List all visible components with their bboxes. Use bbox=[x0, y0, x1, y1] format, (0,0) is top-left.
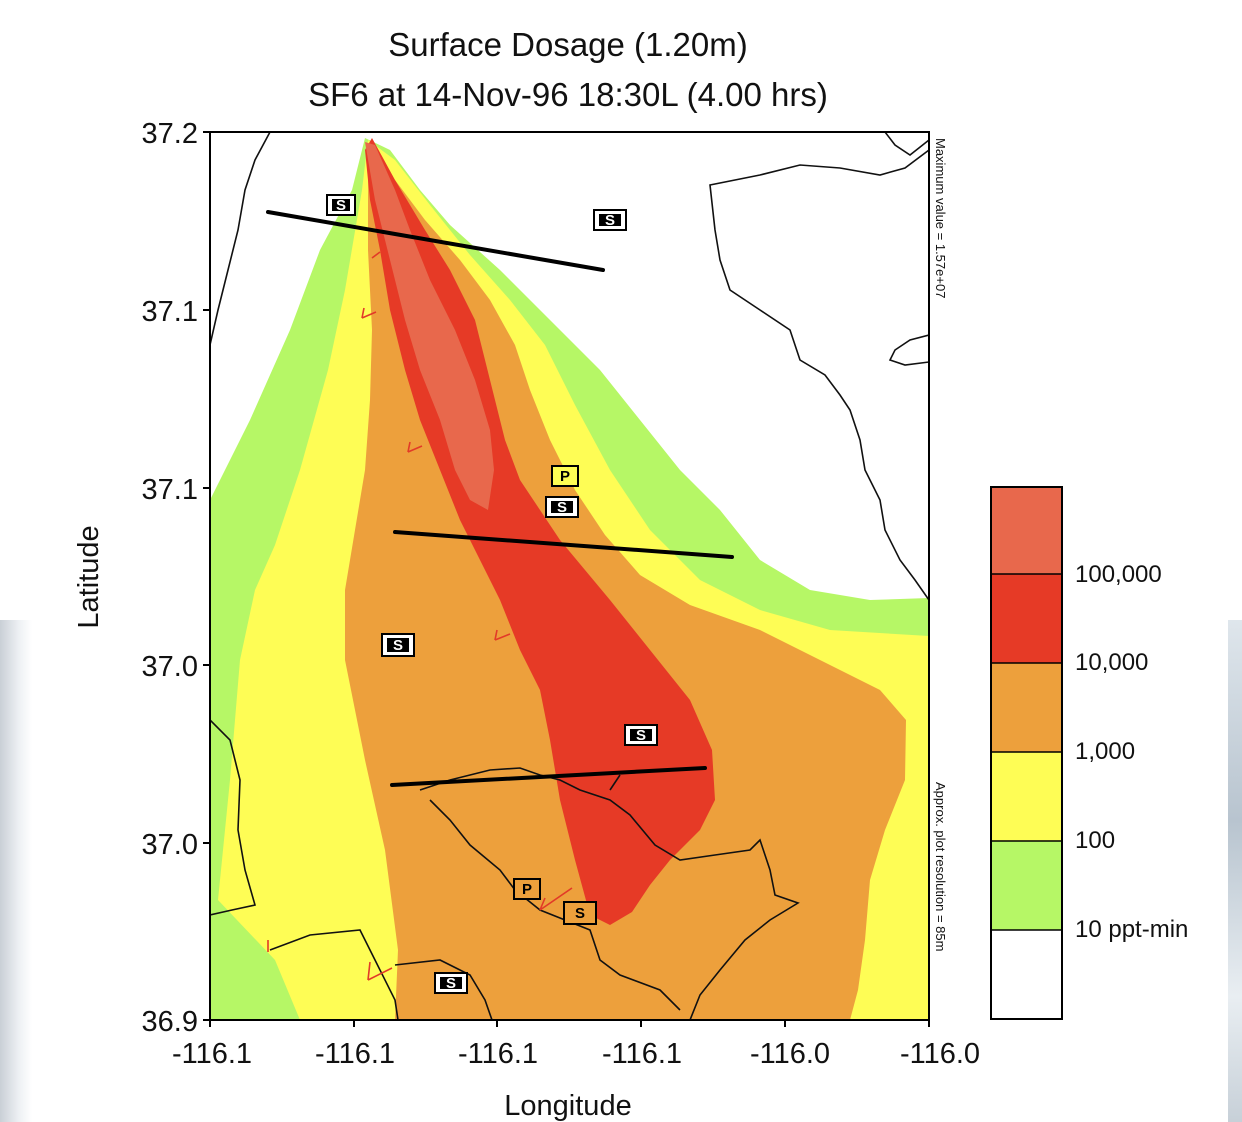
station-marker[interactable]: P bbox=[551, 465, 579, 487]
boundary-left-south bbox=[210, 719, 257, 916]
y-tick-label: 37.2 bbox=[142, 118, 198, 150]
station-marker[interactable]: S bbox=[381, 633, 415, 657]
station-marker[interactable]: P bbox=[513, 878, 541, 900]
color-legend: 100,000 10,000 1,000 100 10 ppt-min bbox=[990, 486, 1188, 1020]
station-marker[interactable]: S bbox=[593, 209, 627, 231]
y-tick-label: 37.1 bbox=[142, 474, 198, 506]
wind-barb bbox=[494, 629, 511, 641]
boundary-lake bbox=[888, 334, 929, 366]
svg-text:S: S bbox=[446, 975, 456, 992]
legend-label: 10 ppt-min bbox=[1075, 916, 1188, 943]
boundary-south-5 bbox=[609, 774, 621, 791]
y-ticks bbox=[203, 131, 210, 1021]
sampling-arcs bbox=[266, 210, 734, 787]
svg-text:S: S bbox=[636, 727, 646, 744]
legend-swatch-below-10 bbox=[991, 930, 1062, 1019]
svg-text:P: P bbox=[560, 468, 570, 485]
legend-swatch-10000 bbox=[991, 574, 1062, 663]
y-tick-label: 37.0 bbox=[142, 651, 198, 683]
y-tick-label: 37.1 bbox=[142, 296, 198, 328]
station-marker[interactable]: S bbox=[326, 194, 356, 216]
x-tick-label: -116.1 bbox=[458, 1038, 538, 1070]
x-ticks bbox=[209, 1020, 930, 1027]
station-marker[interactable]: S bbox=[563, 901, 597, 925]
wind-barb bbox=[539, 887, 573, 911]
max-value-note: Maximum value = 1.57e+07 bbox=[933, 138, 948, 298]
sampling-arc-3 bbox=[390, 766, 707, 787]
y-tick-label: 37.0 bbox=[142, 829, 198, 861]
x-tick-label: -116.0 bbox=[750, 1038, 830, 1070]
map-subtitle: SF6 at 14-Nov-96 18:30L (4.00 hrs) bbox=[308, 76, 828, 113]
map-title: Surface Dosage (1.20m) bbox=[388, 26, 748, 63]
legend-swatch-100 bbox=[991, 752, 1062, 841]
legend-swatch-10 bbox=[991, 841, 1062, 930]
x-tick-label: -116.1 bbox=[172, 1038, 252, 1070]
legend-label: 1,000 bbox=[1075, 738, 1135, 765]
x-axis-label: Longitude bbox=[504, 1090, 631, 1122]
boundary-right-northeast bbox=[884, 132, 929, 156]
wind-barb bbox=[361, 307, 377, 319]
legend-label: 100 bbox=[1075, 827, 1115, 854]
boundary-south-4 bbox=[429, 799, 681, 1011]
svg-text:S: S bbox=[393, 637, 403, 654]
wind-barb bbox=[407, 441, 423, 453]
svg-text:S: S bbox=[557, 499, 567, 516]
station-marker[interactable]: S bbox=[624, 724, 658, 746]
y-tick-label: 36.9 bbox=[142, 1006, 198, 1038]
x-tick-label: -116.0 bbox=[900, 1038, 980, 1070]
legend-label: 10,000 bbox=[1075, 649, 1148, 676]
svg-text:S: S bbox=[575, 905, 585, 922]
y-axis-label: Latitude bbox=[73, 525, 105, 628]
legend-swatch-100000-plus bbox=[991, 487, 1062, 574]
station-marker[interactable]: S bbox=[545, 496, 579, 518]
svg-text:P: P bbox=[522, 881, 532, 898]
svg-text:S: S bbox=[336, 197, 346, 214]
plot-border bbox=[209, 131, 930, 1021]
boundary-left-north bbox=[210, 132, 271, 346]
resolution-note: Approx. plot resolution = 85m bbox=[933, 782, 948, 951]
wind-barb bbox=[371, 251, 381, 259]
wind-barb bbox=[367, 961, 393, 981]
wind-barbs bbox=[267, 251, 573, 981]
boundary-south-2 bbox=[394, 959, 493, 1020]
station-marker[interactable]: S bbox=[434, 972, 468, 994]
legend-border bbox=[990, 486, 1063, 1020]
station-markers: S S P S S S P bbox=[326, 194, 658, 994]
sampling-arc-1 bbox=[266, 210, 605, 272]
boundary-south-1 bbox=[269, 929, 399, 1020]
legend-swatch-1000 bbox=[991, 663, 1062, 752]
boundary-right-east bbox=[709, 149, 929, 601]
background-frame-right bbox=[1228, 620, 1242, 1122]
x-tick-labels: -116.1 -116.1 -116.1 -116.1 -116.0 -116.… bbox=[172, 1038, 980, 1070]
sampling-arc-2 bbox=[393, 530, 734, 559]
boundary-south-3 bbox=[419, 767, 800, 1020]
x-tick-label: -116.1 bbox=[315, 1038, 395, 1070]
x-tick-label: -116.1 bbox=[602, 1038, 682, 1070]
legend-label: 100,000 bbox=[1075, 561, 1162, 588]
svg-text:S: S bbox=[605, 212, 615, 229]
y-tick-labels: 37.2 37.1 37.1 37.0 37.0 36.9 bbox=[142, 118, 198, 1038]
map-boundaries bbox=[210, 132, 929, 1020]
background-frame-left bbox=[0, 620, 32, 1122]
